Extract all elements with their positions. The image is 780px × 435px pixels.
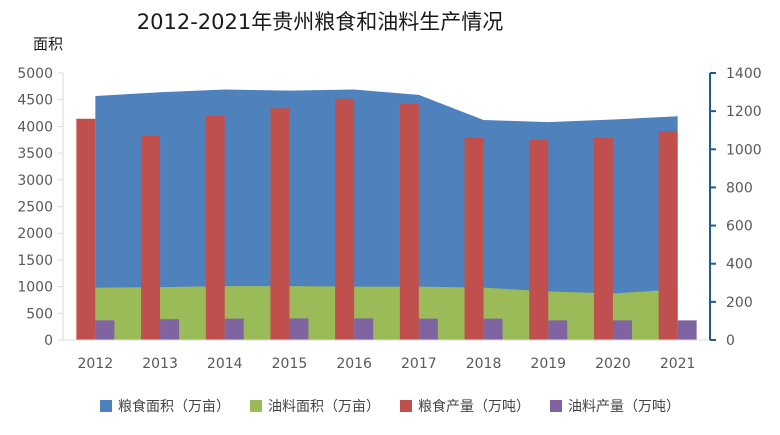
x-tick: 2020 <box>595 356 631 372</box>
legend-item: 粮食面积（万亩） <box>100 396 230 416</box>
bar-1-2016 <box>335 98 355 340</box>
legend-swatch <box>250 400 262 412</box>
x-tick: 2014 <box>207 356 243 372</box>
bar-2-2014 <box>224 318 244 340</box>
y-tick-left: 1000 <box>17 280 53 296</box>
y-tick-left: 4500 <box>17 93 53 109</box>
y-tick-left: 2000 <box>17 226 53 242</box>
chart-legend: 粮食面积（万亩） 油料面积（万亩） 粮食产量（万吨） 油料产量（万吨） <box>0 396 780 416</box>
bar-2-2020 <box>612 320 632 340</box>
y-tick-left: 2500 <box>17 200 53 216</box>
x-tick: 2015 <box>272 356 308 372</box>
bar-1-2021 <box>658 131 678 340</box>
y-tick-right: 600 <box>726 219 753 235</box>
bar-2-2012 <box>95 320 115 340</box>
y-tick-right: 400 <box>726 257 753 273</box>
legend-swatch <box>100 400 112 412</box>
x-tick: 2016 <box>336 356 372 372</box>
chart-title: 2012-2021年贵州粮食和油料生产情况 <box>136 10 504 34</box>
y-tick-right: 1000 <box>726 142 762 158</box>
legend-item: 油料产量（万吨） <box>550 396 680 416</box>
area-series-1 <box>95 286 678 340</box>
y-tick-right: 1200 <box>726 104 762 120</box>
bar-1-2020 <box>593 137 613 340</box>
y-tick-left: 4000 <box>17 119 53 135</box>
x-tick: 2018 <box>466 356 502 372</box>
bar-2-2019 <box>548 320 568 340</box>
bar-1-2012 <box>76 118 96 341</box>
bar-2-2015 <box>289 318 309 340</box>
bar-1-2017 <box>399 103 419 340</box>
y-tick-left: 3000 <box>17 173 53 189</box>
y-tick-left: 3500 <box>17 146 53 162</box>
y-tick-left: 5000 <box>17 66 53 82</box>
x-tick: 2013 <box>142 356 178 372</box>
x-tick: 2017 <box>401 356 437 372</box>
bar-2-2017 <box>418 318 438 340</box>
legend-label: 粮食产量（万吨） <box>418 399 530 415</box>
legend-item: 油料面积（万亩） <box>250 396 380 416</box>
bar-1-2018 <box>464 137 484 340</box>
legend-swatch <box>400 400 412 412</box>
bar-1-2015 <box>270 108 290 341</box>
legend-label: 油料面积（万亩） <box>268 399 380 415</box>
legend-label: 粮食面积（万亩） <box>118 399 230 415</box>
legend-label: 油料产量（万吨） <box>568 399 680 415</box>
y-tick-left: 500 <box>26 306 53 322</box>
x-tick: 2019 <box>530 356 566 372</box>
y-tick-left: 1500 <box>17 253 53 269</box>
x-tick: 2012 <box>78 356 114 372</box>
bar-2-2016 <box>354 318 374 340</box>
legend-item: 粮食产量（万吨） <box>400 396 530 416</box>
y-axis-label: 面积 <box>33 35 64 53</box>
legend-swatch <box>550 400 562 412</box>
y-tick-right: 0 <box>726 333 735 349</box>
bar-1-2013 <box>141 135 161 340</box>
y-tick-left: 0 <box>44 333 53 349</box>
y-tick-right: 200 <box>726 295 753 311</box>
bar-2-2021 <box>677 320 697 340</box>
bar-1-2014 <box>205 115 225 341</box>
y-tick-right: 800 <box>726 180 753 196</box>
bar-2-2018 <box>483 318 503 340</box>
bar-1-2019 <box>529 139 549 340</box>
bar-2-2013 <box>160 319 180 340</box>
y-tick-right: 1400 <box>726 66 762 82</box>
x-tick: 2021 <box>660 356 696 372</box>
